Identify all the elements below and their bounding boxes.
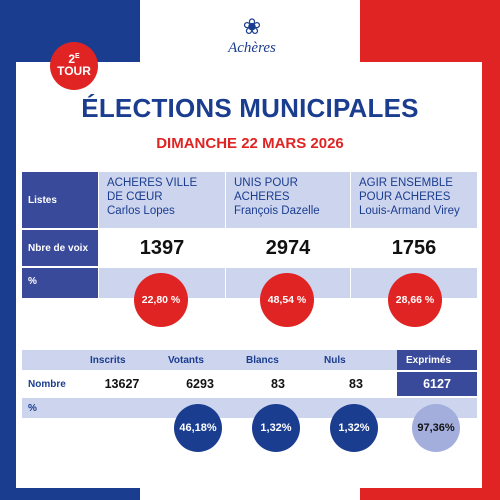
tour-number: 2 <box>68 52 75 66</box>
stats-value-nuls: 83 <box>349 377 363 391</box>
list-3-votes: 1756 <box>351 230 477 266</box>
stats-percent-nuls: 1,32% <box>330 404 378 452</box>
list-3-percent: 28,66 % <box>388 273 442 327</box>
stats-value-inscrits: 13627 <box>104 377 140 391</box>
logo-text: Achères <box>228 40 276 56</box>
list-1-votes: 1397 <box>99 230 225 266</box>
page-title: ÉLECTIONS MUNICIPALES <box>81 93 419 123</box>
stats-percent-votants: 46,18% <box>174 404 222 452</box>
stats-percent-exprimes: 97,36% <box>412 404 460 452</box>
list-2-name-line1: UNIS POUR <box>234 177 298 189</box>
list-3-name-line2: POUR ACHERES <box>359 191 451 203</box>
stats-row-label-percent: % <box>28 402 37 414</box>
stats-value-blancs: 83 <box>271 377 285 391</box>
tour-word: TOUR <box>57 64 91 78</box>
stats-row-label-count: Nombre <box>28 378 66 390</box>
stats-header-votants: Votants <box>168 354 204 366</box>
list-2-votes: 2974 <box>226 230 350 266</box>
row-label-percent: % <box>22 268 98 298</box>
tour-badge: 2E TOUR <box>50 42 98 90</box>
stats-value-votants: 6293 <box>186 377 214 391</box>
stats-header-highlight <box>397 350 477 370</box>
list-1-percent: 22,80 % <box>134 273 188 327</box>
stats-header-nuls: Nuls <box>324 354 346 366</box>
stats-value-highlight <box>397 372 477 396</box>
row-label-lists: Listes <box>22 172 98 228</box>
stats-header-inscrits: Inscrits <box>90 354 126 366</box>
tour-ordinal: E <box>75 53 80 60</box>
list-2-percent: 48,54 % <box>260 273 314 327</box>
list-3-candidate: Louis-Armand Virey <box>359 205 460 217</box>
list-2-name-line2: ACHERES <box>234 191 290 203</box>
list-name-3: AGIR ENSEMBLE POUR ACHERES Louis-Armand … <box>351 172 477 228</box>
list-3-name-line1: AGIR ENSEMBLE <box>359 177 453 189</box>
city-logo: ❀ Achères <box>222 14 282 64</box>
stats-value-row <box>22 372 397 396</box>
stats-header-row <box>22 350 397 370</box>
list-1-name-line1: ACHERES VILLE <box>107 177 198 189</box>
stats-percent-blancs: 1,32% <box>252 404 300 452</box>
list-2-candidate: François Dazelle <box>234 205 320 217</box>
list-1-candidate: Carlos Lopes <box>107 205 175 217</box>
stats-value-exprimes: 6127 <box>423 377 451 391</box>
list-name-1: ACHERES VILLE DE CŒUR Carlos Lopes <box>99 172 225 228</box>
logo-emblem-icon: ❀ <box>242 14 262 39</box>
stats-header-blancs: Blancs <box>246 354 279 366</box>
list-name-2: UNIS POUR ACHERES François Dazelle <box>226 172 350 228</box>
row-label-votes: Nbre de voix <box>22 230 98 266</box>
list-1-name-line2: DE CŒUR <box>107 191 163 203</box>
stats-header-exprimes: Exprimés <box>406 354 452 366</box>
page-subtitle: DIMANCHE 22 MARS 2026 <box>156 135 344 152</box>
